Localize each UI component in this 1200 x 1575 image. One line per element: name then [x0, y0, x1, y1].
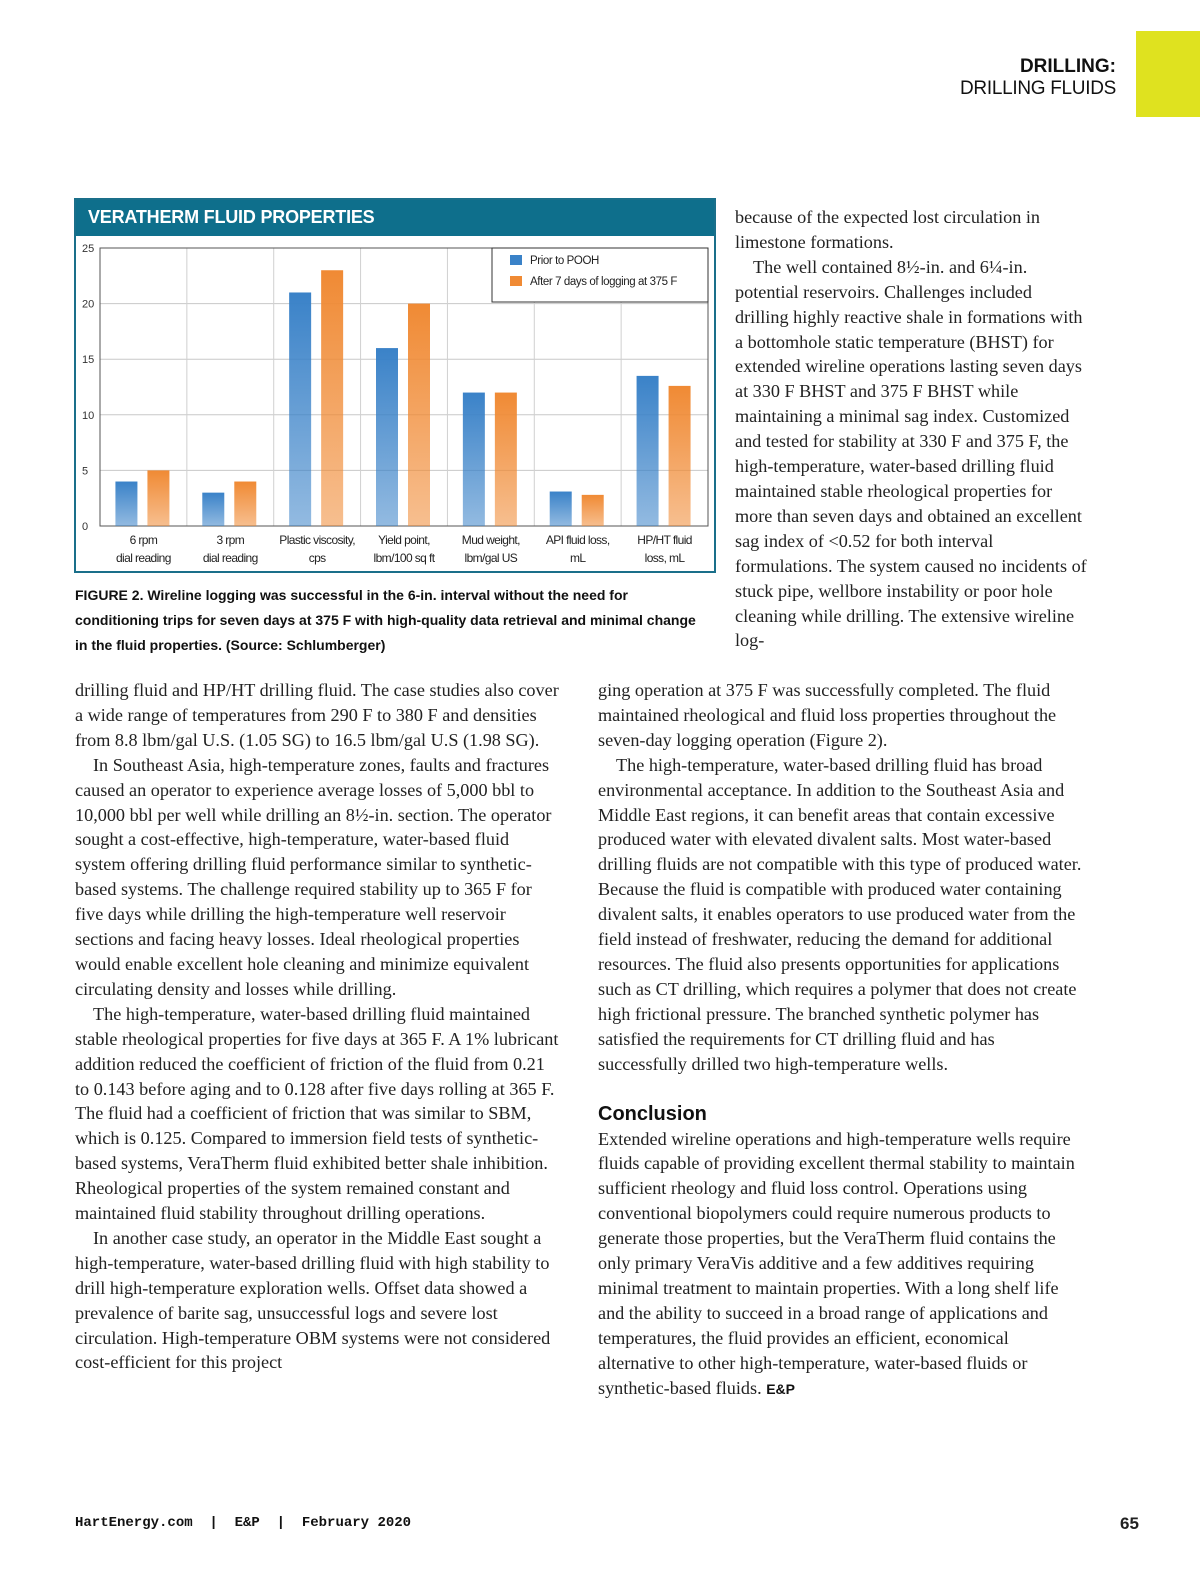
page-number: 65 — [1120, 1514, 1139, 1533]
x-tick-label: lbm/100 sq ft — [374, 551, 436, 565]
legend-swatch — [510, 255, 522, 265]
paragraph: The high-temperature, water-based drilli… — [598, 754, 1082, 1074]
conclusion-heading: Conclusion — [598, 1102, 707, 1125]
bar-after — [147, 470, 170, 526]
x-tick-label: HP/HT fluid — [637, 533, 692, 547]
figure-caption: FIGURE 2. Wireline logging was successfu… — [75, 587, 696, 653]
legend-label: Prior to POOH — [530, 255, 599, 267]
bar-prior — [636, 375, 659, 526]
bar-after — [408, 303, 430, 526]
paragraph: ging operation at 375 F was successfully… — [598, 680, 1057, 750]
paragraph: In another case study, an operator in th… — [75, 1227, 551, 1373]
right-column-top: because of the expected lost circulation… — [735, 205, 1087, 653]
paragraph: drilling fluid and HP/HT drilling fluid.… — [75, 680, 559, 750]
y-tick-label: 10 — [82, 410, 94, 422]
conclusion-paragraph: Extended wireline operations and high-te… — [598, 1127, 1088, 1402]
conclusion-text: Extended wireline operations and high-te… — [598, 1128, 1075, 1398]
bar-prior — [549, 491, 572, 526]
x-tick-label: 6 rpm — [130, 533, 158, 547]
y-tick-label: 0 — [82, 521, 88, 533]
x-tick-label: 3 rpm — [216, 533, 244, 547]
figure-title: VERATHERM FLUID PROPERTIES — [76, 200, 714, 236]
x-tick-label: dial reading — [116, 551, 171, 565]
x-tick-label: lbm/gal US — [465, 551, 518, 565]
legend-box — [491, 247, 709, 303]
legend-swatch — [510, 276, 522, 286]
left-column: drilling fluid and HP/HT drilling fluid.… — [75, 678, 563, 1375]
x-tick-label: cps — [309, 551, 326, 565]
x-tick-label: Mud weight, — [462, 533, 520, 547]
paragraph: In Southeast Asia, high-temperature zone… — [75, 754, 552, 999]
paragraph: because of the expected lost circulation… — [735, 207, 1041, 252]
x-tick-label: Plastic viscosity, — [279, 533, 355, 547]
section-header: DRILLING: DRILLING FLUIDS — [960, 56, 1116, 100]
bar-prior — [202, 492, 225, 526]
section-subcategory: DRILLING FLUIDS — [960, 78, 1116, 99]
y-tick-label: 25 — [82, 243, 94, 255]
x-tick-label: loss, mL — [645, 551, 686, 565]
bar-chart: 0 5 10 15 20 25 6 rpm dial reading 3 rpm dial rea… — [82, 243, 709, 565]
bar-after — [234, 481, 257, 526]
bar-prior — [115, 481, 138, 526]
bar-after — [581, 494, 604, 526]
paragraph: The well contained 8½-in. and 6¼-in. pot… — [735, 256, 1087, 651]
bar-after — [494, 392, 517, 526]
paragraph: The high-temperature, water-based drilli… — [75, 1003, 559, 1224]
end-mark-logo: E&P — [766, 1380, 795, 1397]
right-column-bottom: ging operation at 375 F was successfully… — [598, 678, 1088, 1401]
section-category: DRILLING: — [1019, 56, 1116, 77]
bar-prior — [462, 392, 485, 526]
bar-after — [668, 385, 691, 526]
bar-prior — [376, 348, 398, 526]
x-tick-label: API fluid loss, — [546, 533, 610, 547]
y-tick-label: 5 — [82, 465, 88, 477]
legend-label: After 7 days of logging at 375 F — [530, 276, 677, 288]
x-tick-label: dial reading — [203, 551, 258, 565]
figure-chart: VERATHERM FLUID PROPERTIES 0 5 10 15 20 25 6 r… — [74, 198, 716, 573]
bar-after — [321, 270, 344, 526]
y-tick-label: 20 — [82, 299, 94, 311]
x-tick-label: mL — [570, 551, 586, 565]
plot-frame — [99, 247, 709, 527]
footer-text: HartEnergy.com | E&P | February 2020 — [75, 1515, 412, 1531]
x-tick-label: Yield point, — [378, 533, 430, 547]
y-tick-label: 15 — [82, 354, 94, 366]
bar-prior — [289, 292, 312, 526]
section-color-tab — [1136, 31, 1200, 117]
